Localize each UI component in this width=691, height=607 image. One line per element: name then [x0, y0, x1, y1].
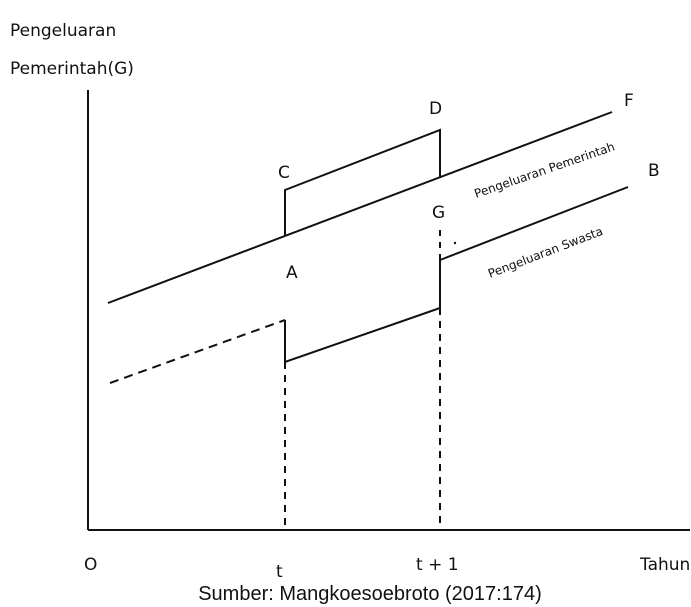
point-label: G: [432, 203, 445, 223]
government-jump: [284, 128, 441, 236]
point-label: A: [286, 263, 298, 283]
government-line: [107, 111, 613, 304]
point-label: F: [624, 91, 634, 111]
y-label: Pemerintah(G): [10, 59, 134, 79]
tick-label: t + 1: [416, 555, 459, 575]
point-label: B: [648, 161, 660, 181]
private-line: [284, 186, 629, 364]
curve-label: Pengeluaran Swasta: [486, 224, 605, 281]
origin: O: [84, 555, 97, 575]
private-dashed: [109, 319, 286, 384]
curve-label: Pengeluaran Pemerintah: [472, 140, 616, 201]
caption: Sumber: Mangkoesoebroto (2017:174): [198, 583, 542, 605]
tick-label: t: [276, 562, 283, 582]
lines: [87, 90, 690, 531]
point-label: C: [278, 163, 290, 183]
x-label: Tahun: [639, 555, 690, 575]
dot: [453, 241, 457, 245]
point-label: D: [429, 99, 442, 119]
y-label: Pengeluaran: [10, 21, 116, 41]
